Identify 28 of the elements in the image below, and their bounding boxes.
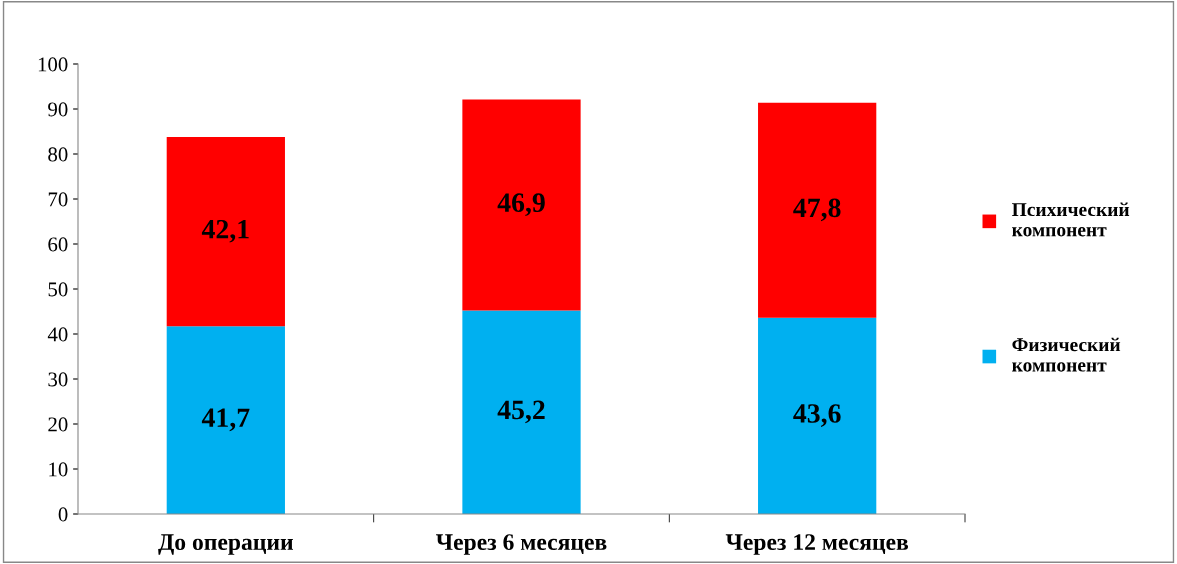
bar <box>758 317 877 514</box>
data-label: 43,6 <box>793 404 841 427</box>
legend-label: Психический компонент <box>1012 202 1130 237</box>
y-tick-label: 100 <box>38 57 68 72</box>
bar <box>462 99 581 311</box>
y-tick-label: 20 <box>48 417 68 432</box>
y-tick-label: 30 <box>48 372 68 387</box>
x-tick-label: Через 12 месяцев <box>725 534 909 555</box>
bar <box>166 326 285 514</box>
legend-label: Физический компонент <box>1012 337 1121 372</box>
data-label: 47,8 <box>793 198 841 222</box>
bar <box>462 310 581 514</box>
data-label: 41,7 <box>201 408 250 432</box>
bar <box>166 136 285 327</box>
data-label: 46,9 <box>497 193 545 217</box>
bar <box>758 102 877 318</box>
x-tick-label: Через 6 месяцев <box>436 534 607 555</box>
data-label: 42,1 <box>201 219 249 243</box>
y-tick-label: 70 <box>48 192 68 207</box>
y-tick-label: 40 <box>47 327 68 342</box>
y-tick-label: 80 <box>48 147 68 162</box>
y-tick-label: 50 <box>48 282 68 297</box>
y-tick-label: 60 <box>48 237 68 252</box>
y-tick-label: 10 <box>49 462 68 477</box>
y-tick-label: 0 <box>58 507 68 522</box>
data-label: 45,2 <box>497 400 545 424</box>
x-tick-label: До операции <box>158 534 293 555</box>
y-tick-label: 90 <box>48 102 68 117</box>
